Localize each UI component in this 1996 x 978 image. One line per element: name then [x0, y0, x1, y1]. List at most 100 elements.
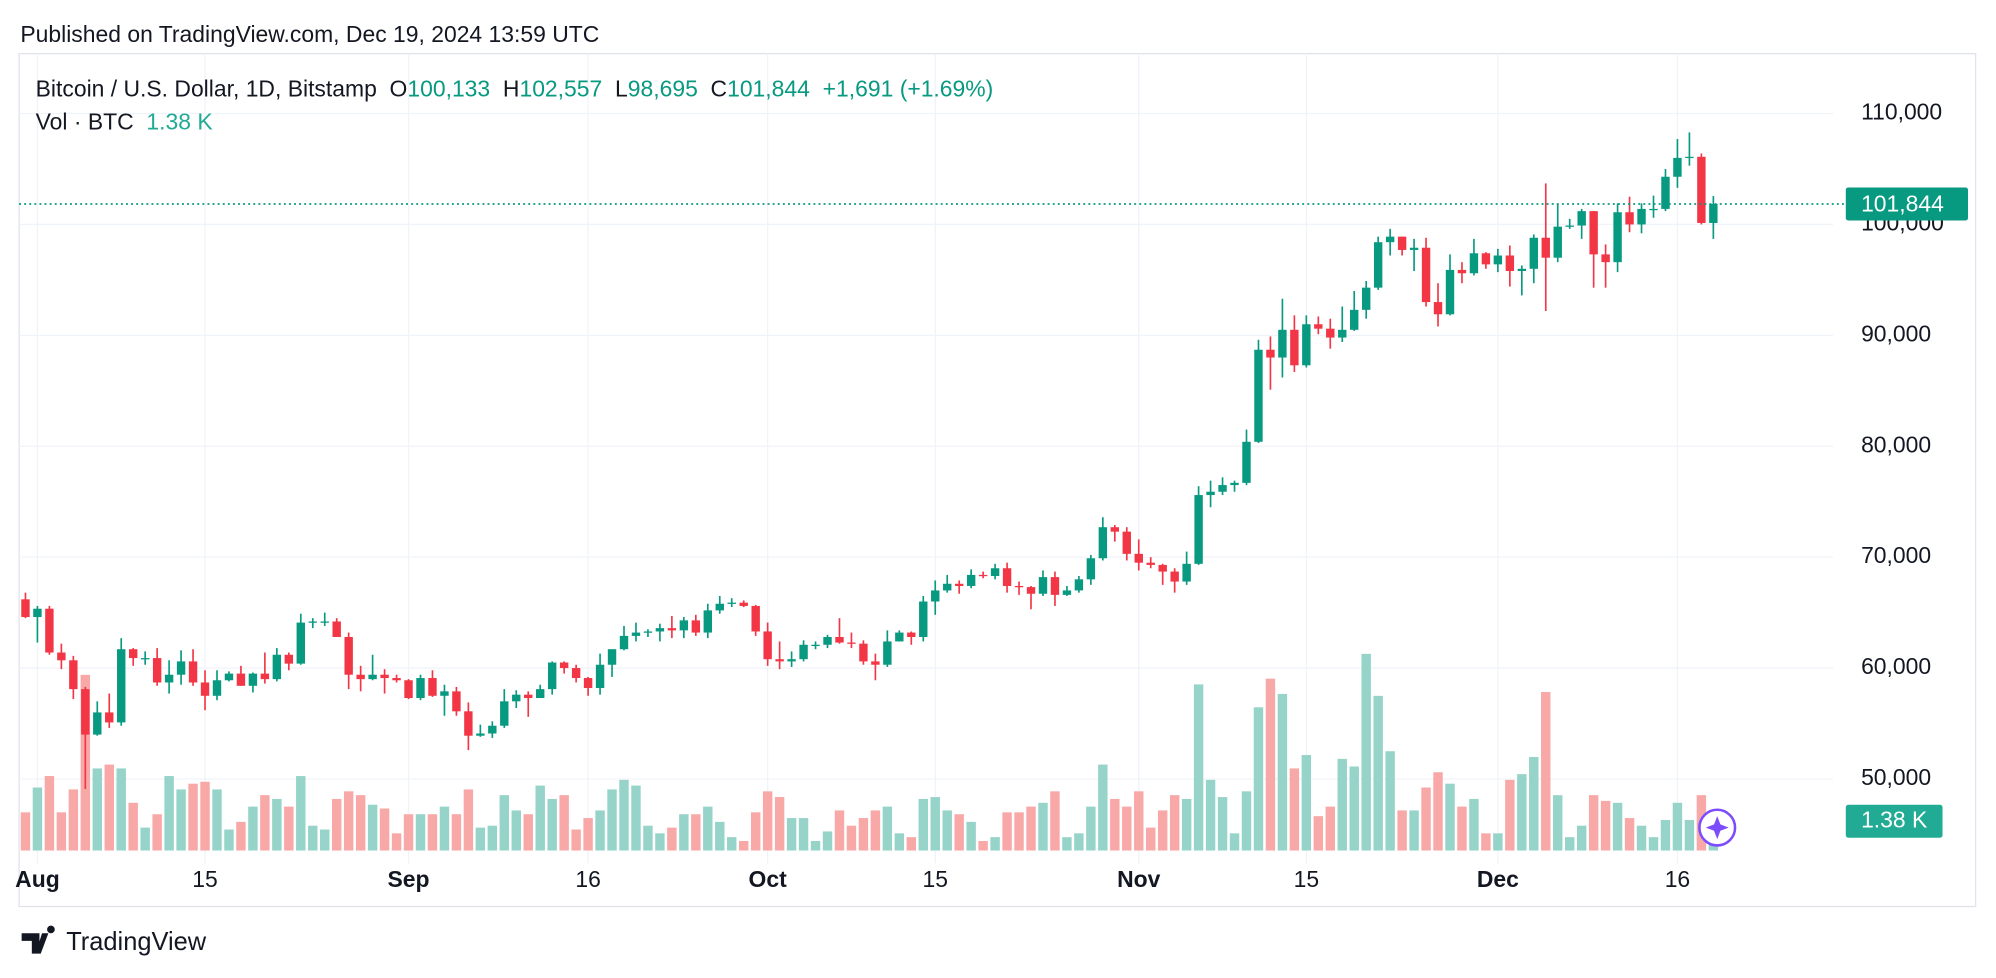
candle-body [1182, 563, 1191, 582]
volume-bar [894, 833, 905, 851]
volume-bar [547, 798, 557, 851]
candle-body [57, 652, 66, 661]
candle-body [823, 637, 832, 645]
candle-body [1469, 253, 1479, 274]
volume-bar [1325, 806, 1335, 851]
x-tick-label: Oct [749, 866, 788, 892]
volume-bar [140, 827, 150, 851]
candle-body [1302, 324, 1311, 366]
candle-body [1505, 255, 1515, 272]
y-tick-label: 50,000 [1861, 764, 1931, 790]
volume-bar [1098, 764, 1108, 851]
candle-body [559, 662, 569, 669]
candle-body [308, 621, 317, 623]
volume-bar [1660, 819, 1671, 851]
volume-bar [224, 829, 234, 851]
candle-body [1553, 226, 1562, 258]
candle-body [1218, 485, 1227, 492]
high-value: 102,557 [519, 76, 602, 102]
candle-body [1433, 302, 1443, 315]
y-tick-label: 90,000 [1861, 320, 1931, 346]
volume-bar [930, 797, 940, 851]
candle-body [1170, 571, 1179, 582]
candle-body [703, 610, 712, 633]
volume-bar [1612, 802, 1623, 851]
candle-body [1266, 349, 1275, 358]
volume-bar [56, 812, 67, 851]
volume-bar [1265, 678, 1276, 851]
candle-body [1625, 212, 1634, 225]
volume-bar [595, 810, 605, 851]
volume-bar [236, 821, 246, 851]
plot: 50,00060,00070,00080,00090,000100,000110… [15, 53, 1968, 892]
candle-body [907, 632, 916, 638]
volume-bar [308, 825, 318, 851]
candle-body [966, 574, 976, 586]
candle-body [1050, 577, 1060, 595]
candle-body [296, 622, 305, 664]
volume-tag-label: 1.38 K [1861, 806, 1928, 832]
volume-bar [1157, 810, 1168, 851]
candle-body [1242, 441, 1251, 483]
volume-bar [762, 791, 773, 851]
volume-bar [643, 825, 653, 851]
candle-body [1481, 253, 1491, 265]
x-tick-label: Nov [1117, 866, 1161, 892]
volume-bar [487, 825, 498, 851]
close-value: 101,844 [727, 76, 810, 102]
published-note: Published on TradingView.com, Dec 19, 20… [20, 21, 599, 47]
x-tick-label: 15 [923, 866, 948, 892]
volume-bar [116, 768, 126, 851]
y-tick-label: 80,000 [1861, 431, 1931, 457]
candle-body [284, 654, 294, 664]
candle-body [1146, 562, 1155, 565]
volume-bar [427, 814, 438, 851]
candle-body [512, 694, 521, 702]
volume-bar [571, 829, 581, 851]
volume-bar [463, 789, 474, 851]
candle-body [524, 694, 533, 699]
volume-bar [1050, 791, 1060, 851]
volume-bar [703, 806, 713, 851]
candle-body [356, 674, 365, 680]
candle-body [69, 660, 78, 690]
candle-body [655, 628, 665, 632]
x-tick-label: 16 [1665, 866, 1690, 892]
volume-bar [1205, 779, 1216, 851]
candle-body [105, 712, 114, 723]
volume-bar [284, 806, 294, 851]
candle-body [500, 701, 509, 726]
candle-body [164, 674, 174, 683]
volume-bar [1146, 827, 1156, 851]
volume-bar [858, 818, 869, 851]
candle-body [1697, 156, 1706, 223]
volume-bar [870, 810, 881, 851]
open-label: O [390, 76, 408, 102]
candle-body [835, 637, 844, 643]
volume-bar [104, 764, 114, 851]
volume-bar [918, 798, 928, 851]
candle-body [1290, 329, 1299, 366]
candle-body [1314, 324, 1323, 329]
volume-bar [128, 802, 138, 851]
candle-body [1158, 564, 1167, 572]
candle-body [140, 658, 150, 660]
candle-body [739, 602, 748, 606]
volume-bar [1062, 837, 1072, 851]
volume-bar [1469, 798, 1479, 851]
candle-body [1086, 558, 1096, 580]
candle-body [883, 641, 892, 665]
volume-bar [1684, 819, 1695, 851]
x-tick-label: 15 [192, 866, 217, 892]
x-tick-label: 15 [1294, 866, 1319, 892]
candle-body [607, 649, 617, 665]
volume-value: 1.38 K [146, 109, 213, 135]
volume-bar [906, 837, 917, 851]
volume-bar [20, 812, 31, 851]
candle-body [404, 680, 413, 699]
x-tick-label: Aug [15, 866, 60, 892]
candle-body [188, 661, 198, 683]
candle-body [368, 674, 377, 680]
volume-bar [272, 798, 282, 851]
candle-body [691, 620, 701, 633]
